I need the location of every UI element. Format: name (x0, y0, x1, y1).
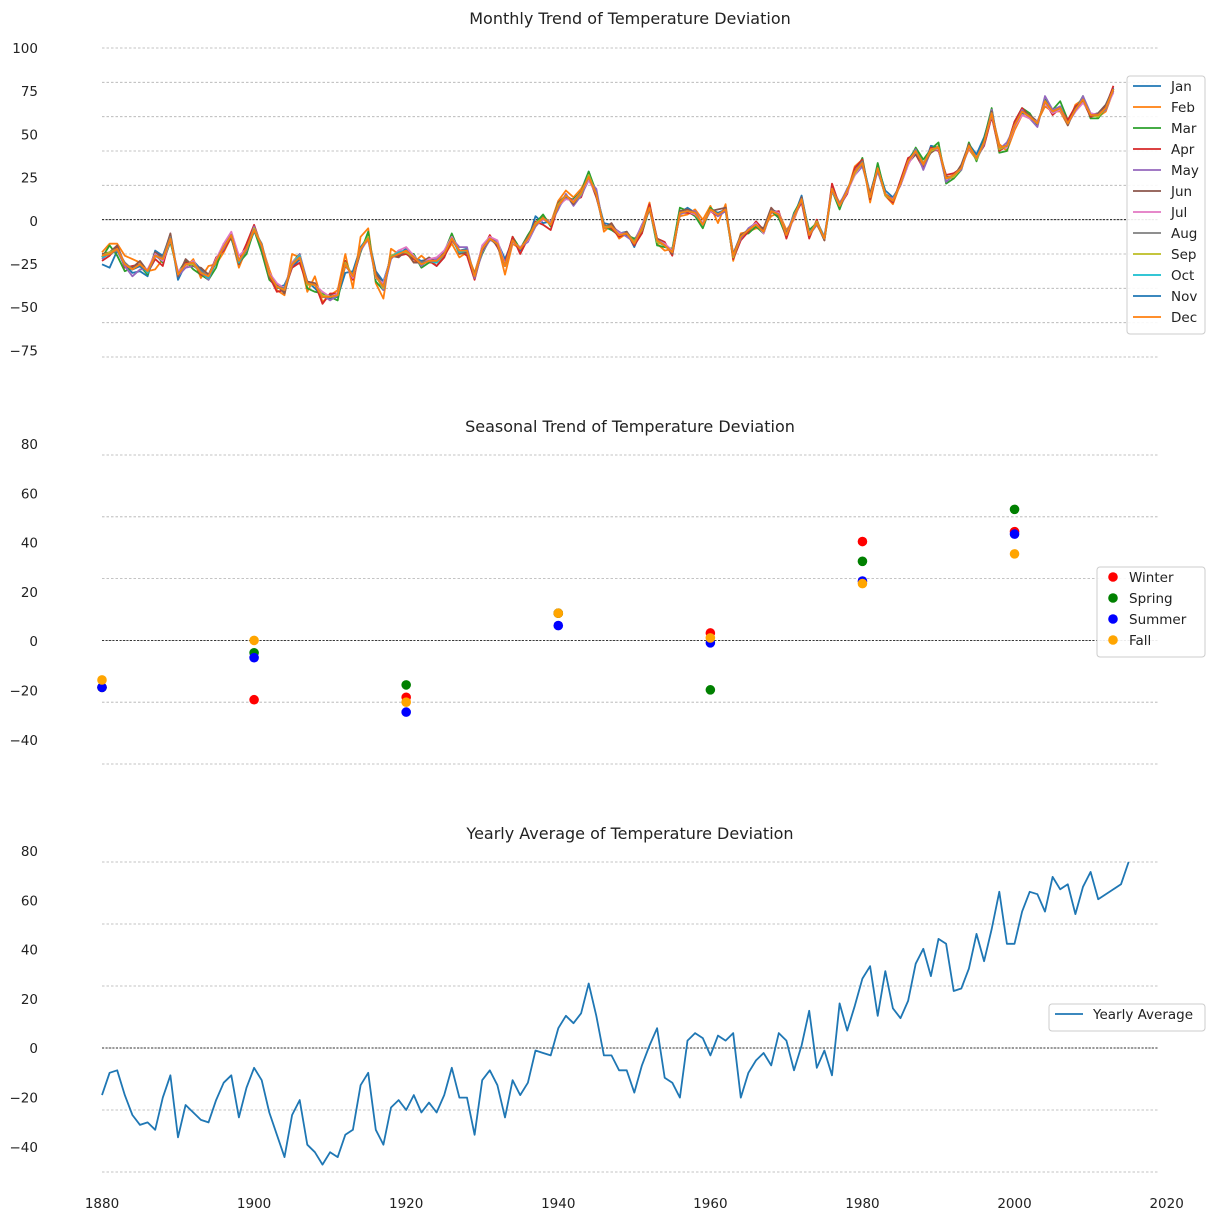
y-tick-label: −75 (10, 343, 39, 359)
series-line-jul (101, 92, 1115, 298)
y-tick-label: 60 (21, 893, 38, 909)
scatter-point-fall (1009, 549, 1020, 559)
x-tick-label: 2020 (1149, 1196, 1183, 1212)
scatter-point-winter (857, 536, 868, 547)
legend-label: Nov (1171, 289, 1197, 305)
series-line-jun (101, 88, 1115, 298)
legend-label: Mar (1171, 121, 1197, 137)
scatter-point-summer (553, 620, 564, 631)
yearly-chart-title: Yearly Average of Temperature Deviation (465, 824, 793, 843)
seasonal-trend-panel: Seasonal Trend of Temperature Deviation … (10, 417, 1206, 765)
y-tick-label: −20 (10, 684, 39, 700)
monthly-chart-title: Monthly Trend of Temperature Deviation (469, 9, 791, 28)
scatter-point-fall (553, 608, 564, 619)
series-line-yearly-average (101, 861, 1130, 1166)
series-line-nov (101, 88, 1115, 298)
scatter-point-winter (249, 694, 259, 705)
series-line-mar (101, 88, 1115, 302)
legend-label: Sep (1171, 247, 1196, 263)
y-tick-label: 80 (21, 844, 38, 860)
legend-box (1096, 566, 1206, 658)
x-tick-label: 2000 (997, 1196, 1031, 1212)
y-tick-label: 40 (21, 943, 38, 959)
yearly-average-panel: Yearly Average of Temperature Deviation … (10, 824, 1206, 1212)
scatter-point-fall (97, 675, 107, 685)
y-tick-label: −40 (10, 1140, 39, 1156)
scatter-point-summer (249, 652, 259, 663)
x-tick-label: 1880 (85, 1196, 119, 1212)
x-tick-label: 1980 (845, 1196, 879, 1212)
legend-label: Dec (1171, 310, 1197, 326)
legend-label: Aug (1171, 226, 1197, 242)
x-tick-label: 1920 (389, 1196, 423, 1212)
scatter-point-summer (97, 682, 107, 693)
legend-label: Jul (1170, 205, 1187, 221)
series-line-jan (101, 87, 1115, 300)
y-tick-label: −20 (10, 1091, 39, 1107)
y-tick-label: −50 (10, 300, 39, 316)
legend-label: Summer (1129, 612, 1187, 628)
y-tick-label: 75 (21, 84, 38, 100)
legend-box (1126, 75, 1206, 335)
y-tick-label: 25 (21, 171, 38, 187)
legend-label: May (1171, 163, 1199, 179)
x-tick-label: 1940 (541, 1196, 575, 1212)
y-tick-label: 0 (29, 1041, 38, 1057)
scatter-point-spring (401, 680, 411, 690)
scatter-point-summer (401, 707, 411, 717)
scatter-point-summer (1009, 529, 1020, 539)
series-line-aug (101, 88, 1115, 298)
series-line-may (101, 90, 1115, 302)
y-tick-label: 0 (29, 214, 38, 230)
series-line-sep (101, 88, 1115, 298)
legend-label: Spring (1129, 591, 1173, 607)
y-tick-label: 80 (21, 437, 38, 453)
legend-label: Winter (1129, 570, 1174, 586)
monthly-trend-panel: Monthly Trend of Temperature Deviation 1… (10, 9, 1206, 359)
legend-label: Feb (1171, 100, 1195, 116)
legend-label: Jun (1170, 184, 1192, 200)
scatter-point-spring (705, 685, 716, 695)
x-tick-label: 1900 (237, 1196, 271, 1212)
scatter-point-spring (1009, 504, 1020, 515)
legend-label: Jan (1170, 79, 1192, 95)
y-tick-label: 20 (21, 992, 38, 1008)
legend-marker (1108, 593, 1118, 603)
legend-marker (1108, 635, 1118, 645)
y-tick-label: 0 (29, 634, 38, 650)
y-tick-label: 20 (21, 585, 38, 601)
series-line-oct (101, 88, 1115, 298)
y-tick-label: 50 (21, 127, 38, 143)
legend-marker (1108, 614, 1118, 624)
series-line-feb (101, 90, 1115, 304)
scatter-point-fall (857, 578, 868, 589)
y-tick-label: 40 (21, 536, 38, 552)
seasonal-chart-title: Seasonal Trend of Temperature Deviation (465, 417, 795, 436)
legend-box (1048, 1003, 1206, 1032)
scatter-point-fall (705, 633, 716, 643)
legend-label: Oct (1171, 268, 1194, 284)
legend-label: Apr (1171, 142, 1195, 158)
series-line-dec (101, 88, 1115, 298)
legend-label: Fall (1129, 633, 1151, 649)
x-tick-label: 1960 (693, 1196, 727, 1212)
scatter-point-spring (857, 556, 868, 567)
series-line-apr (101, 85, 1115, 305)
legend-label: Yearly Average (1092, 1007, 1193, 1023)
scatter-point-fall (249, 635, 259, 646)
y-tick-label: −25 (10, 257, 39, 273)
scatter-point-fall (401, 697, 411, 707)
legend-marker (1108, 572, 1118, 582)
y-tick-label: 100 (12, 41, 38, 57)
y-tick-label: −40 (10, 733, 39, 749)
y-tick-label: 60 (21, 486, 38, 502)
